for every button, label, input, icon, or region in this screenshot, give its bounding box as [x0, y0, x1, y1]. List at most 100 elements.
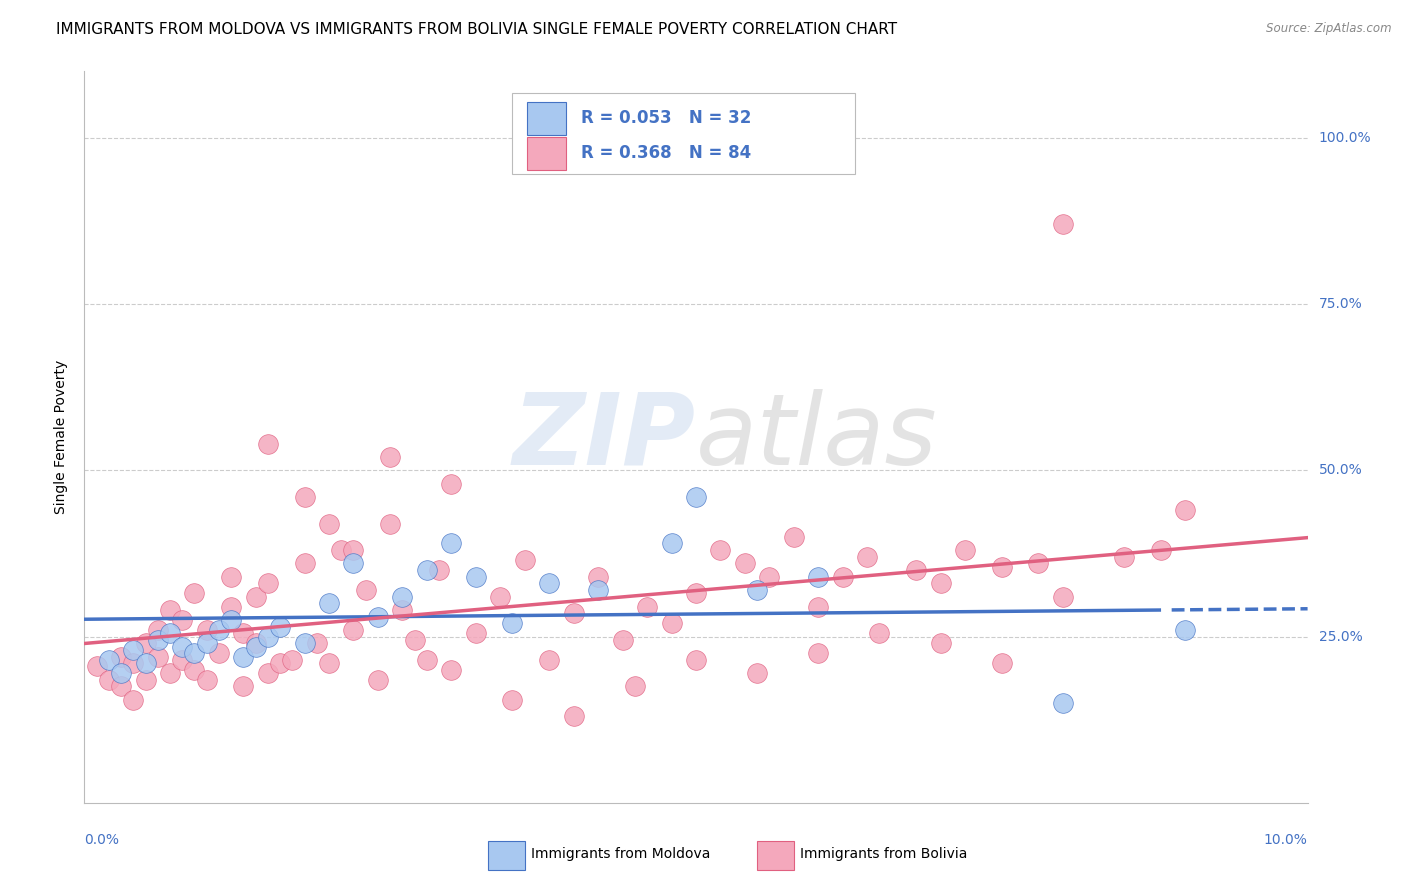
Point: [195, 623, 218, 637]
Point: [380, 450, 402, 464]
Point: [110, 680, 132, 694]
Point: [513, 553, 536, 567]
Point: [538, 653, 561, 667]
Point: [110, 666, 132, 681]
Point: [110, 649, 132, 664]
Point: [562, 607, 585, 621]
Point: [416, 563, 439, 577]
Point: [758, 570, 780, 584]
Point: [245, 640, 267, 654]
Point: [342, 557, 364, 571]
Point: [245, 636, 267, 650]
Point: [747, 582, 769, 597]
Point: [1174, 623, 1197, 637]
Point: [391, 590, 413, 604]
Point: [685, 490, 707, 504]
Point: [427, 563, 450, 577]
Point: [991, 559, 1014, 574]
Point: [856, 549, 879, 564]
Point: [159, 626, 181, 640]
Point: [464, 570, 486, 584]
Point: [294, 636, 316, 650]
Point: [219, 613, 242, 627]
Point: [380, 516, 402, 531]
Text: 10.0%: 10.0%: [1264, 833, 1308, 847]
Point: [953, 543, 976, 558]
Text: 75.0%: 75.0%: [1319, 297, 1362, 311]
Point: [257, 666, 280, 681]
Point: [661, 536, 683, 550]
Point: [367, 673, 389, 687]
Point: [831, 570, 853, 584]
Point: [305, 636, 328, 650]
Bar: [527, 136, 567, 169]
Point: [257, 630, 280, 644]
Bar: [488, 841, 524, 870]
Point: [502, 692, 524, 706]
Point: [612, 632, 634, 647]
Point: [183, 663, 205, 677]
Point: [257, 576, 280, 591]
Point: [135, 656, 157, 670]
Point: [97, 653, 120, 667]
Point: [586, 582, 609, 597]
Point: [747, 666, 769, 681]
Point: [661, 616, 683, 631]
Point: [807, 646, 830, 660]
Point: [122, 643, 145, 657]
Point: [172, 613, 194, 627]
Text: 50.0%: 50.0%: [1319, 463, 1362, 477]
Point: [1174, 503, 1197, 517]
Point: [122, 692, 145, 706]
Point: [294, 557, 316, 571]
Bar: [758, 841, 794, 870]
Point: [159, 603, 181, 617]
Point: [219, 599, 242, 614]
Point: [330, 543, 353, 558]
Point: [342, 623, 364, 637]
Point: [636, 599, 658, 614]
Point: [318, 596, 340, 610]
Text: Immigrants from Moldova: Immigrants from Moldova: [531, 847, 710, 861]
Text: atlas: atlas: [696, 389, 938, 485]
Point: [562, 709, 585, 723]
Text: 25.0%: 25.0%: [1319, 630, 1362, 643]
FancyBboxPatch shape: [513, 94, 855, 174]
Point: [929, 576, 952, 591]
Text: Immigrants from Bolivia: Immigrants from Bolivia: [800, 847, 967, 861]
Point: [172, 653, 194, 667]
Point: [97, 673, 120, 687]
Point: [257, 436, 280, 450]
Point: [367, 609, 389, 624]
Text: IMMIGRANTS FROM MOLDOVA VS IMMIGRANTS FROM BOLIVIA SINGLE FEMALE POVERTY CORRELA: IMMIGRANTS FROM MOLDOVA VS IMMIGRANTS FR…: [56, 22, 897, 37]
Point: [232, 680, 254, 694]
Text: 0.0%: 0.0%: [84, 833, 120, 847]
Point: [294, 490, 316, 504]
Point: [269, 619, 291, 633]
Point: [1028, 557, 1050, 571]
Point: [146, 649, 169, 664]
Point: [440, 663, 463, 677]
Point: [208, 623, 231, 637]
Point: [146, 632, 169, 647]
Point: [195, 673, 218, 687]
Point: [1150, 543, 1173, 558]
Point: [342, 543, 364, 558]
Point: [146, 623, 169, 637]
Point: [183, 646, 205, 660]
Point: [538, 576, 561, 591]
Point: [440, 536, 463, 550]
Point: [1052, 696, 1074, 710]
Text: ZIP: ZIP: [513, 389, 696, 485]
Point: [318, 516, 340, 531]
Point: [929, 636, 952, 650]
Point: [135, 673, 157, 687]
Text: R = 0.368   N = 84: R = 0.368 N = 84: [581, 145, 751, 162]
Point: [135, 636, 157, 650]
Point: [232, 626, 254, 640]
Point: [586, 570, 609, 584]
Text: 100.0%: 100.0%: [1319, 131, 1371, 145]
Point: [404, 632, 426, 647]
Point: [807, 599, 830, 614]
Point: [245, 590, 267, 604]
